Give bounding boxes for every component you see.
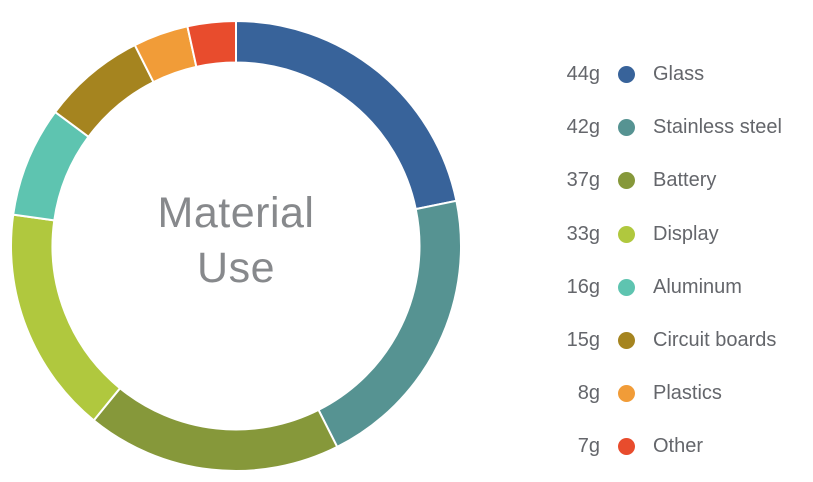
legend-item: 37g Battery (538, 154, 782, 207)
legend-dot-icon (618, 119, 635, 137)
donut-segment-battery (92, 387, 339, 472)
donut-chart (10, 20, 462, 472)
legend-dot-icon (618, 438, 635, 456)
legend-item: 7g Other (538, 420, 782, 473)
legend-value: 8g (577, 382, 600, 405)
legend-label: Display (653, 222, 719, 245)
chart-center-title: Material Use (157, 189, 315, 292)
legend-item: 33g Display (538, 208, 782, 261)
legend-label: Stainless steel (653, 116, 782, 139)
legend-value: 16g (566, 275, 600, 298)
legend-value: 42g (566, 116, 600, 139)
legend-dot-icon (618, 66, 635, 84)
legend-value: 15g (566, 329, 600, 352)
legend-dot-icon (618, 332, 635, 350)
donut-segment-circuit-boards (54, 44, 155, 138)
donut-segment-stainless-steel (317, 199, 462, 448)
legend-label: Other (653, 435, 704, 458)
legend-value: 7g (577, 435, 600, 458)
legend-item: 42g Stainless steel (538, 101, 782, 154)
legend-dot-icon (618, 385, 635, 403)
legend-value: 37g (566, 169, 600, 192)
legend-item: 16g Aluminum (538, 261, 782, 314)
legend-label: Circuit boards (653, 329, 777, 352)
legend-item: 44g Glass (538, 48, 782, 101)
donut-segment-other (186, 20, 237, 68)
legend-item: 15g Circuit boards (538, 314, 782, 367)
legend-value: 33g (566, 222, 600, 245)
donut-chart-area: Material Use (10, 20, 462, 472)
chart-legend: 44g Glass 42g Stainless steel 37g Batter… (538, 48, 782, 474)
legend-label: Battery (653, 169, 717, 192)
legend-dot-icon (618, 278, 635, 296)
legend-value: 44g (566, 63, 600, 86)
donut-segment-glass (235, 20, 458, 211)
legend-dot-icon (618, 172, 635, 190)
legend-label: Aluminum (653, 275, 742, 298)
legend-label: Plastics (653, 382, 722, 405)
legend-dot-icon (618, 225, 635, 243)
donut-segment-display (10, 213, 121, 422)
legend-label: Glass (653, 63, 705, 86)
legend-item: 8g Plastics (538, 367, 782, 420)
